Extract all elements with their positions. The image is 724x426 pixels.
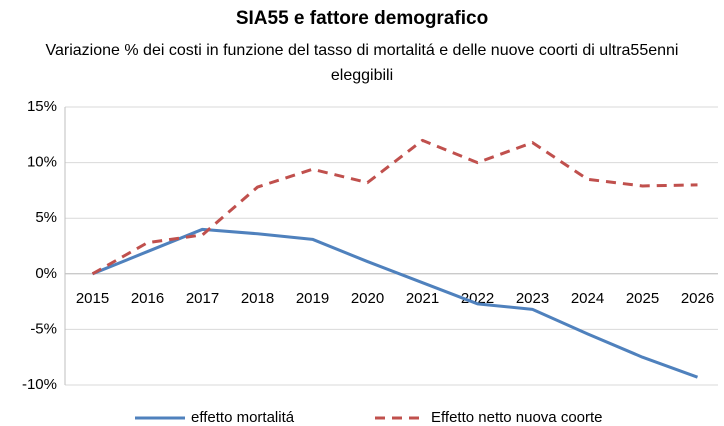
x-tick-label: 2016 xyxy=(131,290,164,307)
x-tick-label: 2020 xyxy=(351,290,384,307)
x-tick-label: 2025 xyxy=(626,290,659,307)
y-tick-label: 0% xyxy=(35,265,57,282)
y-tick-label: -5% xyxy=(30,320,57,337)
y-tick-label: 5% xyxy=(35,209,57,226)
legend-label: effetto mortalitá xyxy=(191,409,295,426)
series-line xyxy=(91,227,699,379)
x-tick-label: 2018 xyxy=(241,290,274,307)
x-tick-label: 2023 xyxy=(516,290,549,307)
y-tick-label: 15% xyxy=(27,98,57,115)
y-tick-label: -10% xyxy=(22,376,57,393)
x-tick-label: 2017 xyxy=(186,290,219,307)
x-tick-label: 2024 xyxy=(571,290,604,307)
y-tick-label: 10% xyxy=(27,154,57,171)
x-tick-label: 2022 xyxy=(461,290,494,307)
x-tick-label: 2019 xyxy=(296,290,329,307)
x-tick-label: 2021 xyxy=(406,290,439,307)
chart-title: SIA55 e fattore demografico xyxy=(235,8,489,29)
chart-subtitle: Variazione % dei costi in funzione del t… xyxy=(45,42,679,84)
series-line xyxy=(91,138,698,276)
x-tick-label: 2026 xyxy=(681,290,714,307)
legend-label: Effetto netto nuova coorte xyxy=(431,409,603,426)
x-tick-label: 2015 xyxy=(76,290,109,307)
